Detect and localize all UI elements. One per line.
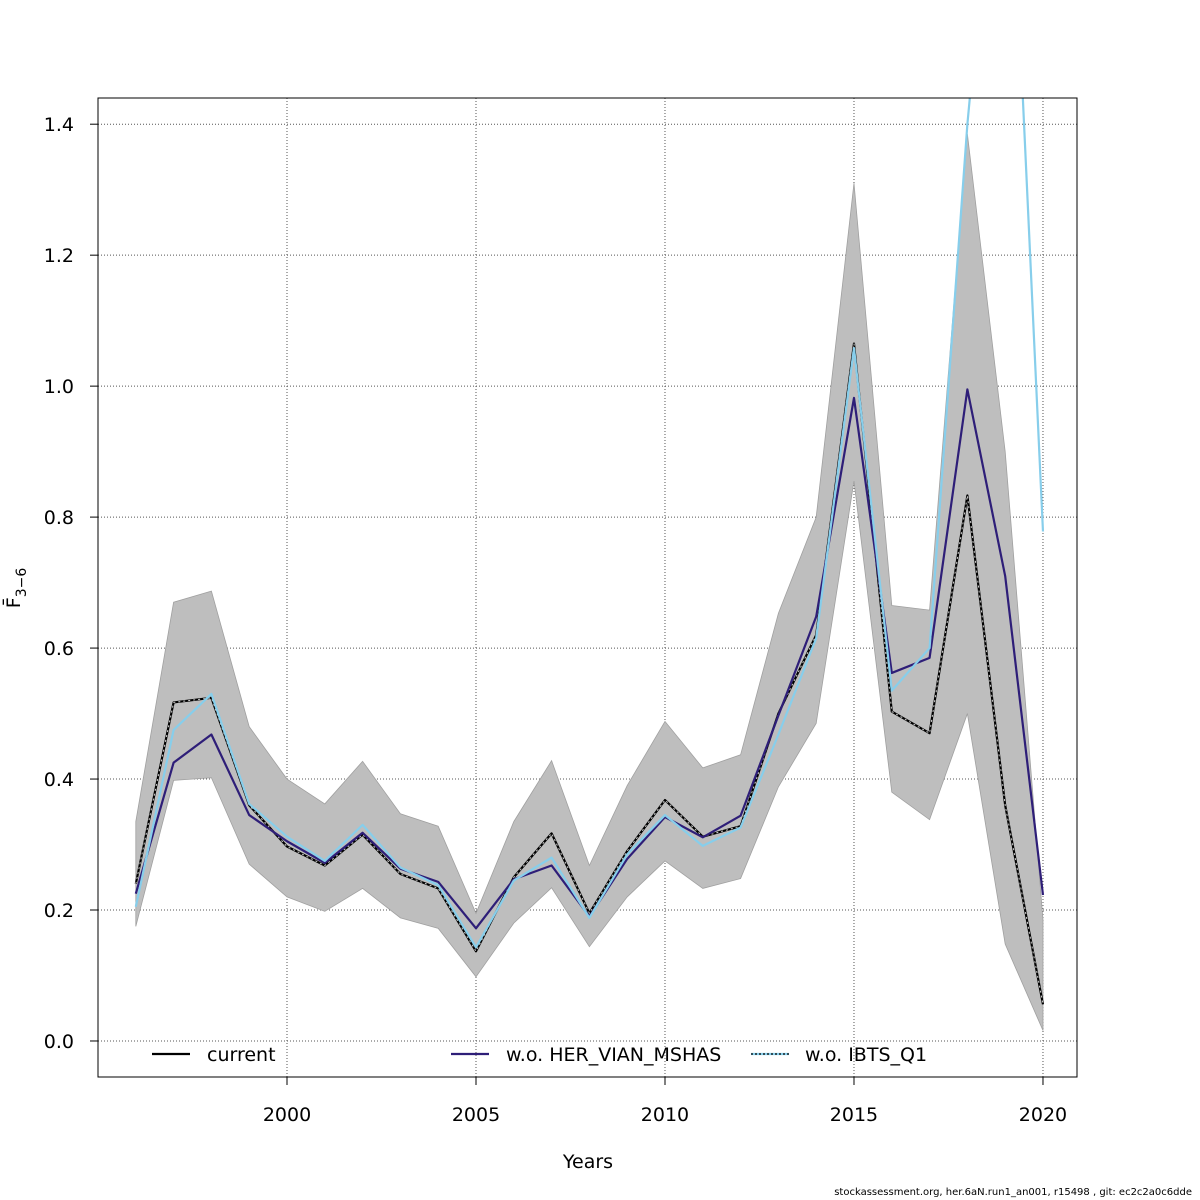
series-line-current-dots [135,343,1044,1005]
plot-frame [97,97,1078,1078]
confidence-band-layer [135,133,1044,1031]
x-tick-label-2000: 2000 [263,1104,311,1126]
footer-source: stockassessment.org, her.6aN.run1_an001,… [834,1187,1192,1198]
axes: 2000 2005 2010 2015 2020 0.0 0.2 0.4 0.6 0.8 1.0 1.… [44,114,1067,1126]
y-axis-title: F̄3−6 [1,568,30,609]
legend: current w.o. HER_VIAN_MSHAS w.o. IBTS_Q1 [152,1044,927,1066]
y-tick-label-0.2: 0.2 [44,900,74,922]
x-axis-title: Years [562,1151,613,1173]
legend-label-current: current [207,1044,276,1066]
series-line-w-o-ibts-q1 [134,98,1045,949]
x-tick-label-2020: 2020 [1019,1104,1067,1126]
y-tick-label-0.4: 0.4 [44,769,74,791]
svg-text:F̄3−6: F̄3−6 [1,568,30,609]
legend-label-wo-ibts-q1: w.o. IBTS_Q1 [805,1044,927,1066]
series-layer [134,98,1045,1005]
legend-label-wo-her-vian-mshas: w.o. HER_VIAN_MSHAS [506,1044,721,1066]
y-tick-label-0.0: 0.0 [44,1031,74,1053]
y-tick-label-1.0: 1.0 [44,376,74,398]
y-tick-label-1.4: 1.4 [44,114,74,136]
y-tick-label-0.8: 0.8 [44,507,74,529]
confidence-band [135,133,1044,1031]
y-tick-label-1.2: 1.2 [44,245,74,267]
y-axis-title-subscript: 3−6 [14,568,30,598]
x-tick-label-2015: 2015 [830,1104,878,1126]
x-tick-label-2005: 2005 [452,1104,500,1126]
x-tick-label-2010: 2010 [641,1104,689,1126]
y-tick-label-0.6: 0.6 [44,638,74,660]
y-axis-title-main: F̄ [1,597,25,608]
